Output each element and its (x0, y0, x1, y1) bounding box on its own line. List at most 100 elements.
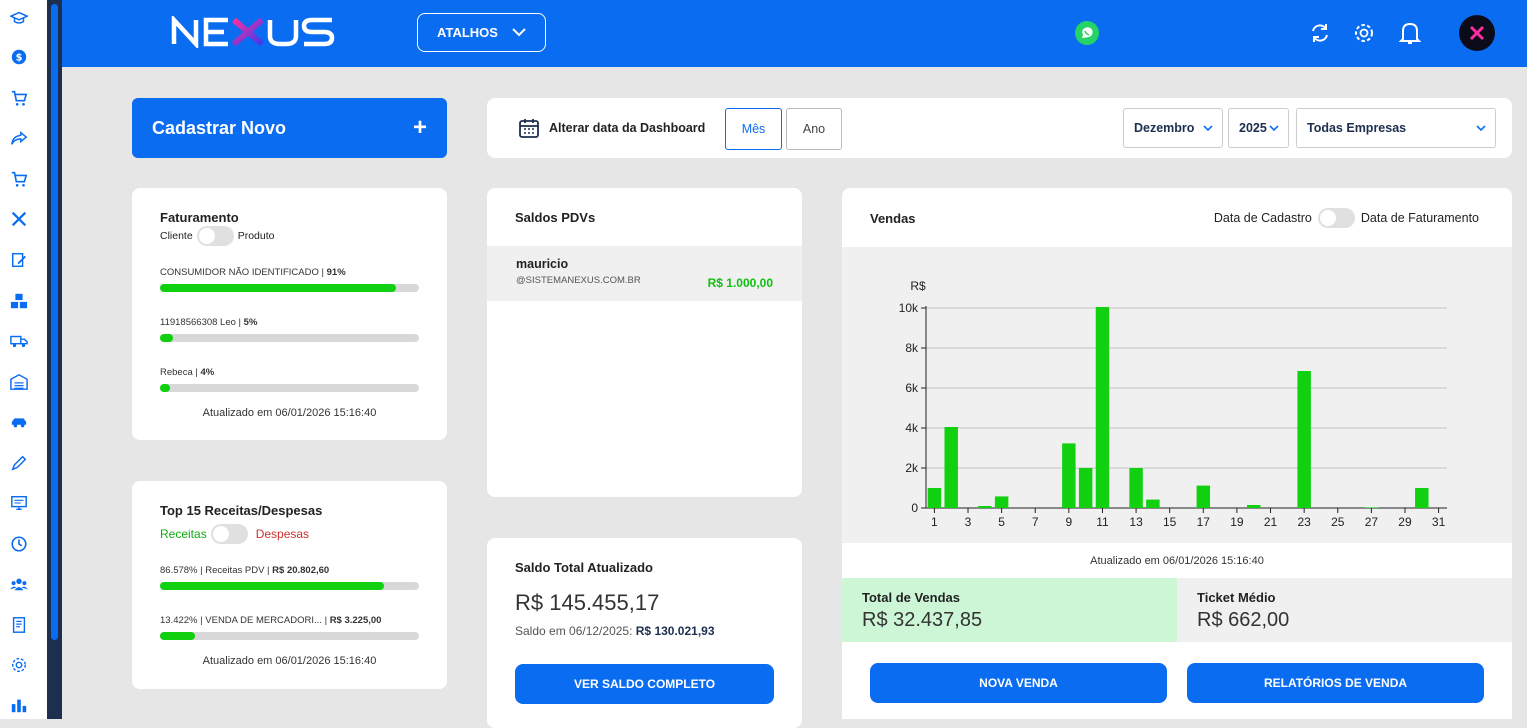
chevron-down-icon (1269, 121, 1279, 135)
date-filter-label: Alterar data da Dashboard (549, 121, 706, 135)
billing-row: Rebeca | 4% (160, 367, 419, 392)
graduation-cap-icon[interactable] (9, 8, 29, 28)
billing-title: Faturamento (160, 210, 239, 225)
month-select[interactable]: Dezembro (1123, 108, 1223, 148)
gear-icon[interactable] (1351, 20, 1377, 46)
scrollbar-thumb[interactable] (51, 4, 58, 640)
row-name: CONSUMIDOR NÃO IDENTIFICADO (160, 267, 319, 278)
x-tick-label: 21 (1264, 515, 1278, 529)
x-tick-label: 17 (1197, 515, 1211, 529)
edit-icon[interactable] (9, 250, 29, 270)
pen-icon[interactable] (9, 453, 29, 473)
billing-toggle[interactable] (196, 226, 234, 246)
x-tick-label: 19 (1230, 515, 1244, 529)
chart-icon[interactable] (9, 695, 29, 715)
new-record-label: Cadastrar Novo (152, 117, 287, 138)
previous-balance-value: R$ 130.021,93 (635, 624, 715, 638)
sidebar-scrollbar[interactable] (47, 0, 62, 719)
average-ticket-value: R$ 662,00 (1197, 609, 1290, 631)
avatar-icon[interactable] (1459, 15, 1495, 51)
sales-date-toggle[interactable] (1317, 208, 1355, 228)
row-progress-fill (160, 384, 171, 392)
warehouse-icon[interactable] (9, 372, 29, 392)
refresh-icon[interactable] (1307, 20, 1333, 46)
top15-title: Top 15 Receitas/Despesas (160, 503, 323, 518)
sales-toggle-left-label: Data de Cadastro (1213, 211, 1312, 225)
y-tick-label: 8k (905, 341, 919, 355)
plus-icon: + (412, 114, 427, 141)
clock-icon[interactable] (9, 534, 29, 554)
row-percent: 13.422% (160, 615, 198, 626)
total-balance-card: Saldo Total Atualizado R$ 145.455,17 Sal… (487, 538, 802, 728)
chart-bar (1196, 485, 1211, 508)
x-tick-label: 7 (1032, 515, 1039, 529)
month-select-value: Dezembro (1134, 121, 1195, 135)
new-sale-button[interactable]: NOVA VENDA (870, 663, 1167, 703)
x-tick-label: 1 (931, 515, 938, 529)
shortcuts-dropdown[interactable]: ATALHOS (417, 13, 546, 52)
total-balance-value: R$ 145.455,17 (515, 590, 660, 615)
svg-text:$: $ (16, 53, 23, 64)
calendar-icon (519, 119, 539, 138)
dollar-icon[interactable]: $ (9, 47, 29, 67)
y-tick-label: 2k (905, 461, 919, 475)
sales-updated-text: Atualizado em 06/01/2026 15:16:40 (1090, 555, 1264, 567)
chart-bar (944, 427, 958, 508)
row-value: R$ 20.802,60 (272, 565, 330, 576)
car-icon[interactable] (9, 412, 29, 432)
row-progress-fill (160, 284, 396, 292)
y-tick-label: 4k (905, 421, 919, 435)
pdv-list-item[interactable]: mauricio @SISTEMANEXUS.COM.BR R$ 1.000,0… (487, 246, 802, 301)
pdv-email: @SISTEMANEXUS.COM.BR (516, 275, 641, 286)
top15-toggle-right-label: Despesas (255, 527, 310, 541)
year-select[interactable]: 2025 (1228, 108, 1289, 148)
row-name: 11918566308 Leo (160, 317, 236, 328)
cart-icon[interactable] (9, 88, 29, 108)
sidebar: $ (0, 0, 62, 719)
new-record-button[interactable]: Cadastrar Novo + (132, 98, 447, 158)
previous-balance-label: Saldo em 06/12/2025: (515, 624, 633, 638)
y-tick-label: 10k (899, 301, 919, 315)
whatsapp-icon[interactable] (1074, 20, 1100, 46)
total-sales-label: Total de Vendas (862, 590, 961, 605)
y-tick-label: 6k (905, 381, 919, 395)
bell-icon[interactable] (1397, 20, 1423, 46)
sales-toggle-right-label: Data de Faturamento (1360, 211, 1479, 225)
x-tick-label: 25 (1331, 515, 1345, 529)
row-percent: 4% (200, 367, 215, 378)
monitor-icon[interactable] (9, 493, 29, 513)
gear-icon[interactable] (9, 655, 29, 675)
date-filter-bar: Alterar data da Dashboard Mês Ano Dezemb… (487, 98, 1512, 158)
chart-bar (1247, 505, 1261, 508)
x-tick-label: 23 (1297, 515, 1311, 529)
report-icon[interactable] (9, 615, 29, 635)
cart-download-icon[interactable] (9, 169, 29, 189)
y-tick-label: 0 (911, 501, 918, 515)
tab-year[interactable]: Ano (786, 108, 842, 150)
view-full-balance-button[interactable]: VER SALDO COMPLETO (515, 664, 774, 704)
nexus-logo[interactable] (170, 14, 365, 53)
chart-bar (1415, 488, 1429, 508)
total-sales-value: R$ 32.437,85 (862, 609, 983, 631)
sales-title: Vendas (870, 211, 916, 226)
x-tick-label: 15 (1163, 515, 1177, 529)
average-ticket-label: Ticket Médio (1197, 590, 1276, 605)
row-percent: 91% (326, 267, 346, 278)
row-percent: 5% (243, 317, 258, 328)
chevron-down-icon (512, 28, 526, 37)
top15-toggle[interactable] (210, 524, 248, 544)
x-tick-label: 13 (1129, 515, 1143, 529)
share-icon[interactable] (9, 128, 29, 148)
sales-reports-button[interactable]: RELATÓRIOS DE VENDA (1187, 663, 1484, 703)
billing-card: Faturamento Cliente Produto CONSUMIDOR N… (132, 188, 447, 440)
tab-month[interactable]: Mês (725, 108, 782, 150)
truck-icon[interactable] (9, 331, 29, 351)
boxes-icon[interactable] (9, 291, 29, 311)
row-percent: 86.578% (160, 565, 198, 576)
company-select[interactable]: Todas Empresas (1296, 108, 1496, 148)
billing-toggle-right-label: Produto (237, 230, 275, 242)
users-icon[interactable] (9, 574, 29, 594)
billing-row: 11918566308 Leo | 5% (160, 317, 419, 342)
tools-icon[interactable] (9, 209, 29, 229)
chart-bar (1364, 507, 1379, 508)
